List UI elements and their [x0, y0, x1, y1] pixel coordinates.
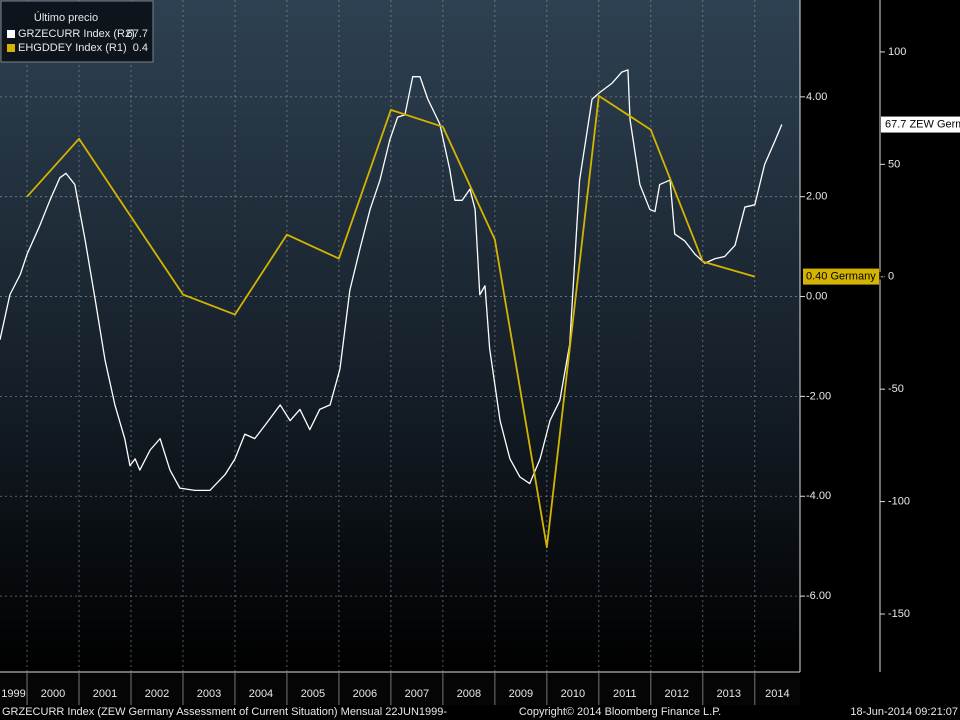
- x-tick-label: 2003: [197, 688, 221, 700]
- legend-value: 0.4: [133, 42, 148, 54]
- x-tick-label: 2011: [613, 688, 637, 700]
- x-tick-label: 2004: [249, 688, 273, 700]
- plot-background: [0, 0, 800, 672]
- x-tick-label: 2014: [765, 688, 789, 700]
- x-tick-label: 2010: [561, 688, 585, 700]
- y-tick-label: -6.00: [806, 590, 831, 602]
- callout-label: 0.40 Germany R: [806, 270, 887, 282]
- callout-box: [803, 268, 879, 285]
- x-tick-label: 2008: [457, 688, 481, 700]
- y2-tick-label: -150: [888, 608, 910, 620]
- y-tick-label: 0.00: [806, 290, 827, 302]
- y-tick-label: -2.00: [806, 390, 831, 402]
- footer-copyright: Copyright© 2014 Bloomberg Finance L.P.: [519, 706, 721, 718]
- x-tick-label: 2007: [405, 688, 429, 700]
- series-line: [26, 94, 756, 549]
- x-tick-label: 2013: [717, 688, 741, 700]
- y2-tick-label: -50: [888, 383, 904, 395]
- x-axis-band: [0, 672, 800, 705]
- legend-value: 67.7: [127, 28, 148, 40]
- layer: 1999 2000 2001 2002 2003 2004 2005 2006 2007 2008…: [0, 0, 910, 705]
- y2-tick-label: 0: [888, 271, 894, 283]
- legend-swatch: [7, 30, 15, 38]
- legend-label: GRZECURR Index (R2): [18, 28, 135, 40]
- legend-title: Último precio: [34, 11, 98, 24]
- y-tick-label: 4.00: [806, 91, 827, 103]
- footer-date: 18-Jun-2014 09:21:07: [850, 706, 958, 718]
- callout-label: 67.7 ZEW Germa: [885, 118, 960, 130]
- series-line: [0, 69, 783, 491]
- x-tick-label: 2006: [353, 688, 377, 700]
- y-tick-label: -4.00: [806, 490, 831, 502]
- callout-box: [881, 116, 960, 133]
- x-tick-label: 2000: [41, 688, 65, 700]
- footer-left: GRZECURR Index (ZEW Germany Assessment o…: [2, 706, 447, 718]
- y2-tick-label: -100: [888, 495, 910, 507]
- y-tick-label: 2.00: [806, 191, 827, 203]
- x-tick-label: 2009: [509, 688, 533, 700]
- y2-tick-label: 100: [888, 46, 906, 58]
- y2-tick-label: 50: [888, 158, 900, 170]
- x-tick-label: 2001: [93, 688, 117, 700]
- legend-box: [0, 0, 154, 63]
- x-tick-label: 2005: [301, 688, 325, 700]
- legend-swatch: [7, 44, 15, 52]
- x-tick-label: 2002: [145, 688, 169, 700]
- legend-label: EHGDDEY Index (R1): [18, 42, 127, 54]
- x-tick-label: 2012: [665, 688, 689, 700]
- x-tick-label: 1999: [1, 688, 25, 700]
